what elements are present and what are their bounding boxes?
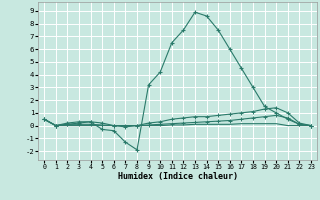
X-axis label: Humidex (Indice chaleur): Humidex (Indice chaleur) <box>118 172 238 181</box>
